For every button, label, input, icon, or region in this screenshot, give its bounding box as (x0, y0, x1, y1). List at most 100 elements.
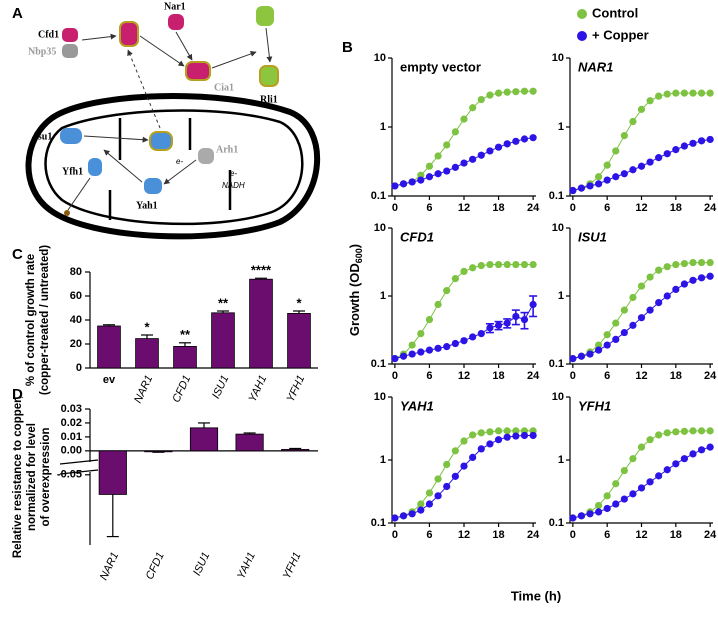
x-tick-label: 18 (492, 370, 504, 382)
x-tick-label: 6 (426, 370, 432, 382)
electron-label: e- (230, 169, 237, 178)
bar (97, 325, 121, 369)
y-tick-label: 10 (552, 52, 564, 64)
point (399, 512, 408, 520)
point (680, 280, 689, 288)
point (603, 331, 611, 339)
point (646, 478, 654, 486)
x-tick-label: 12 (458, 529, 470, 541)
y-tick-label: 10 (552, 391, 564, 403)
bar (211, 312, 235, 369)
point (399, 352, 408, 360)
point (612, 147, 620, 155)
x-tick-label: ISU1 (210, 373, 231, 400)
point (460, 337, 468, 345)
point (520, 431, 529, 440)
y-tick-label: 1 (558, 121, 564, 133)
protein (185, 61, 211, 81)
point (425, 173, 434, 181)
point (637, 314, 646, 322)
point (603, 341, 611, 349)
point (434, 344, 442, 352)
point (655, 266, 663, 274)
point (494, 321, 503, 329)
point (595, 180, 603, 188)
series-line (394, 434, 534, 519)
connector (67, 177, 91, 211)
point (680, 89, 689, 97)
series-line (572, 446, 711, 519)
protein-label: Nbp35 (28, 46, 56, 57)
point (494, 427, 503, 435)
y-tick-label: 60 (70, 290, 82, 302)
point (469, 431, 477, 439)
protein (119, 21, 139, 47)
point (520, 87, 529, 95)
arrow (211, 51, 257, 69)
chart-title: YAH1 (400, 398, 434, 413)
point (612, 335, 620, 344)
y-axis-label: % of control growth rate (25, 254, 37, 386)
x-tick-label: 0 (570, 370, 576, 382)
point (569, 186, 577, 195)
point (520, 135, 529, 143)
protein-label: Cia1 (214, 82, 234, 93)
point (443, 287, 451, 295)
x-tick-label: 12 (635, 202, 647, 214)
point (529, 431, 537, 440)
point (469, 264, 477, 272)
chart-title: YFH1 (578, 398, 611, 413)
point (697, 446, 706, 454)
y-tick-label: 1 (380, 290, 386, 302)
point (655, 431, 663, 439)
point (629, 117, 637, 126)
y-tick-label: 0.1 (371, 358, 386, 370)
point (477, 95, 485, 104)
x-tick-label: 6 (426, 529, 432, 541)
point (434, 170, 442, 178)
point (697, 137, 706, 145)
point (451, 447, 459, 455)
protein-label: Isu1 (34, 131, 52, 142)
panel-label: C (12, 246, 23, 263)
y-tick-label: 1 (380, 121, 386, 133)
protein-label: Cfd1 (38, 29, 59, 40)
x-tick-label: 18 (670, 529, 682, 541)
point (408, 341, 416, 349)
point (503, 140, 511, 148)
point (460, 115, 468, 123)
x-tick-label: 24 (704, 370, 717, 382)
x-tick-label: 6 (604, 529, 610, 541)
point (477, 151, 485, 159)
point (477, 329, 485, 338)
point (443, 343, 451, 351)
point (706, 89, 714, 97)
x-tick-label: 18 (492, 529, 504, 541)
x-tick-label: 6 (604, 202, 610, 214)
arrow (265, 27, 273, 63)
series-line (394, 90, 534, 187)
y-axis-label: normalized for level (26, 423, 38, 531)
diagram: A Cfd1 Nbp35 Nar1 Cia1 Rli1 Isu1 Yfh1 (12, 1, 321, 240)
point (672, 460, 680, 468)
protein (62, 44, 78, 58)
point (529, 134, 537, 142)
bar (135, 338, 159, 369)
point (646, 436, 654, 444)
x-tick-label: 0 (392, 529, 398, 541)
arrow (83, 135, 149, 143)
x-tick-label: YFH1 (285, 373, 308, 404)
protein-label: Rli1 (260, 94, 278, 105)
point (646, 97, 654, 105)
bar (287, 312, 311, 369)
point (494, 436, 503, 444)
y-tick-label: 0.1 (549, 190, 564, 202)
point (586, 510, 594, 518)
nadh-label: NADH (222, 181, 245, 190)
point (512, 137, 520, 145)
point (477, 261, 485, 270)
point (663, 150, 671, 158)
point (577, 184, 586, 192)
point (451, 275, 459, 283)
